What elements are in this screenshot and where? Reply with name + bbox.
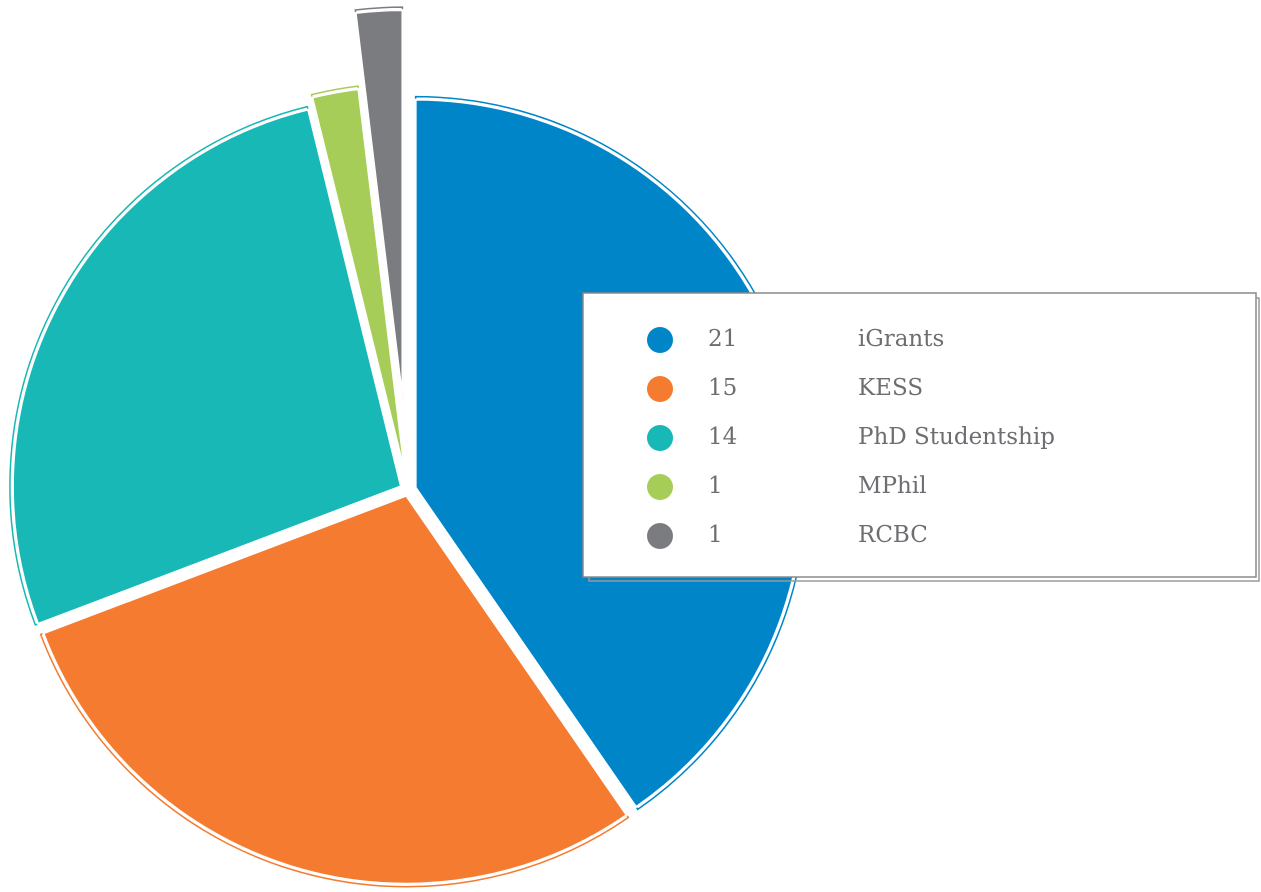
legend-value: 15	[708, 375, 737, 401]
slice-outline	[9, 105, 402, 626]
legend-label: MPhil	[858, 473, 927, 499]
slice	[311, 87, 407, 475]
legend-swatch	[647, 474, 673, 500]
slice-outline	[39, 494, 630, 888]
slice	[354, 9, 404, 399]
legend-swatch	[647, 327, 673, 353]
slice-outline	[310, 85, 406, 475]
legend-value: 21	[708, 326, 737, 352]
slice	[11, 108, 403, 626]
legend-value: 1	[708, 522, 723, 548]
slice-outline	[354, 6, 404, 399]
legend: 21 iGrants 15 KESS 14 PhD Studentship 1 MPhil 1 R…	[582, 292, 1260, 582]
legend-label: RCBC	[858, 522, 928, 548]
legend-label: iGrants	[858, 326, 944, 352]
legend-box	[582, 292, 1257, 578]
legend-label: PhD Studentship	[858, 424, 1055, 450]
legend-swatch	[647, 376, 673, 402]
legend-swatch	[647, 523, 673, 549]
legend-value: 1	[708, 473, 723, 499]
legend-swatch	[647, 425, 673, 451]
legend-label: KESS	[858, 375, 923, 401]
legend-value: 14	[708, 424, 737, 450]
slice	[42, 494, 629, 885]
